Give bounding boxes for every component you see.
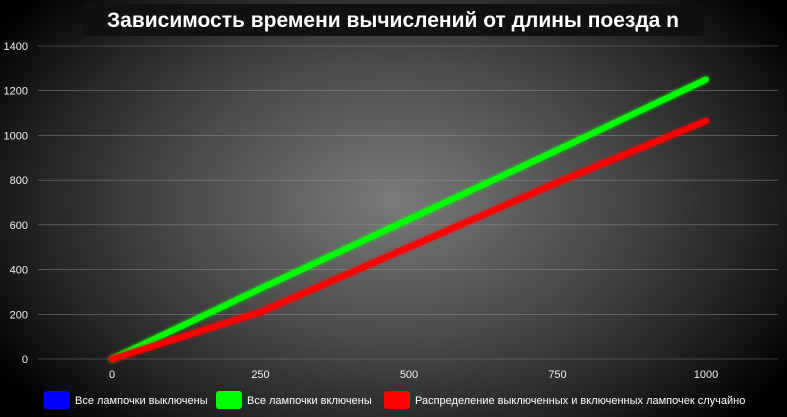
x-axis-ticks: 0 250 500 750 1000 [109, 369, 718, 381]
chart-title-background [82, 4, 704, 36]
series-line-2 [109, 117, 709, 362]
legend-item-2: Распределение выключенных и включенных л… [384, 391, 745, 409]
series-line-1 [109, 76, 709, 362]
legend: Все лампочки выключены Все лампочки включ… [44, 391, 745, 409]
x-tick-label: 1000 [694, 369, 718, 381]
y-tick-label: 0 [22, 354, 28, 366]
y-tick-label: 200 [10, 309, 28, 321]
chart-title: Зависимость времени вычислений от длины … [107, 9, 679, 32]
x-tick-label: 0 [109, 369, 115, 381]
y-tick-label: 1000 [4, 130, 28, 142]
y-tick-label: 600 [10, 220, 28, 232]
legend-item-1: Все лампочки включены [216, 391, 372, 409]
series-lines [109, 76, 709, 362]
x-tick-label: 750 [548, 369, 566, 381]
legend-swatch [384, 391, 410, 409]
legend-swatch [44, 391, 70, 409]
y-tick-label: 1400 [4, 41, 28, 53]
y-tick-label: 1200 [4, 86, 28, 98]
legend-swatch [216, 391, 242, 409]
y-axis-ticks: 0 200 400 600 800 1000 1200 1400 [4, 41, 28, 366]
legend-label: Распределение выключенных и включенных л… [415, 395, 745, 407]
y-tick-label: 800 [10, 175, 28, 187]
legend-label: Все лампочки выключены [75, 395, 208, 407]
y-tick-label: 400 [10, 265, 28, 277]
gridlines [38, 45, 778, 360]
legend-label: Все лампочки включены [247, 395, 372, 407]
x-tick-label: 500 [400, 369, 418, 381]
legend-item-0: Все лампочки выключены [44, 391, 208, 409]
x-tick-label: 250 [251, 369, 269, 381]
